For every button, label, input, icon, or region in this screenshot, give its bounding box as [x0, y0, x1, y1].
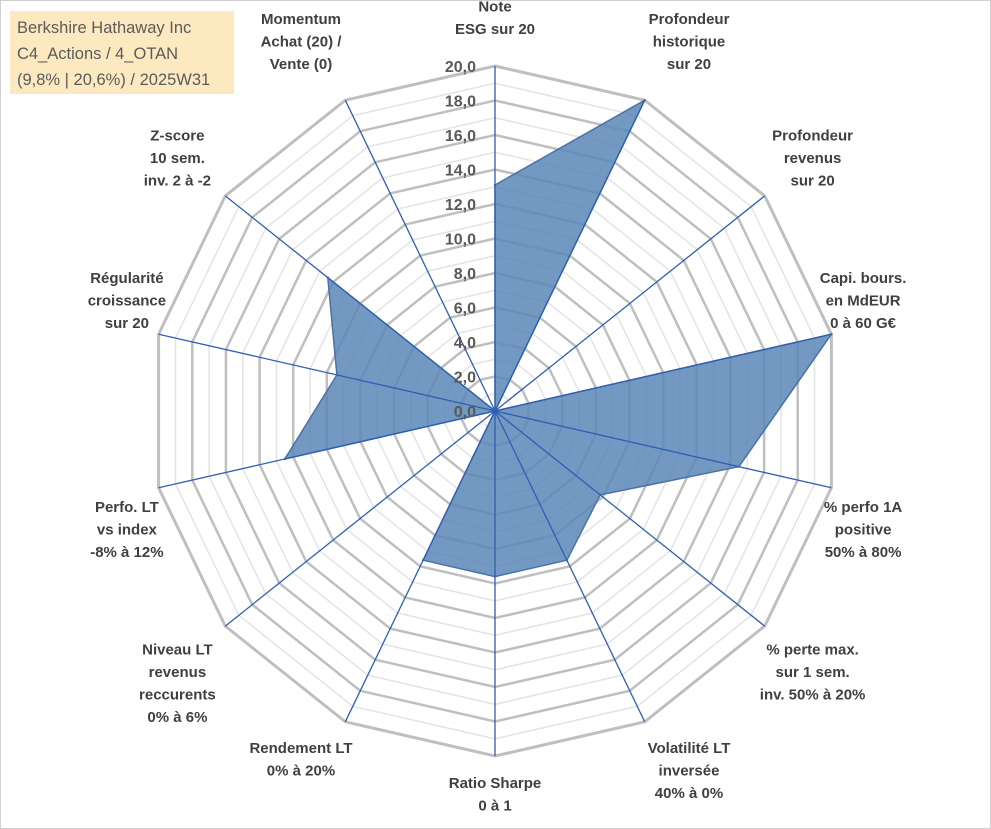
axis-label: Profondeur revenus sur 20	[772, 128, 853, 190]
spoke	[494, 410, 646, 723]
spoke	[494, 195, 766, 412]
axis-label-line: Vente (0)	[270, 56, 333, 73]
axis-label-line: Momentum	[261, 11, 341, 28]
axis-label-line: % perfo 1A	[824, 499, 903, 516]
tick-labels: 0,0 2,0 4,0 6,0 8,0 10,0 12,0 14,0 16,0 18,0 20,0	[445, 59, 476, 421]
axis-label-line: 50% à 80%	[825, 544, 902, 561]
axis-label-line: -8% à 12%	[90, 544, 163, 561]
axis-label-line: sur 20	[105, 315, 149, 332]
tick-label: 14,0	[445, 163, 476, 180]
axis-label-line: Niveau LT	[142, 641, 213, 658]
axis-label-line: inv. 2 à -2	[144, 173, 211, 190]
spoke	[494, 99, 646, 412]
axis-label: Note ESG sur 20	[455, 0, 535, 38]
tick-label: 20,0	[445, 59, 476, 76]
tick-label: 12,0	[445, 197, 476, 214]
axis-label-line: 0 à 60 G€	[830, 315, 897, 332]
tick-label: 10,0	[445, 232, 476, 249]
axis-label-line: reccurents	[139, 686, 216, 703]
axis-label-line: historique	[653, 34, 726, 51]
tick-label: 4,0	[454, 335, 476, 352]
axis-label-line: 0% à 6%	[147, 709, 207, 726]
axis-label-line: sur 1 sem.	[775, 664, 849, 681]
axis-label-line: croissance	[88, 293, 166, 310]
axis-label-line: positive	[835, 522, 892, 539]
axis-label-line: Profondeur	[649, 11, 730, 28]
spoke	[344, 410, 496, 723]
axis-label: Profondeur historique sur 20	[649, 11, 730, 73]
spoke	[224, 195, 496, 412]
axis-label: % perte max. sur 1 sem. inv. 50% à 20%	[760, 641, 866, 703]
axis-label-line: ESG sur 20	[455, 21, 535, 38]
axis-labels: Note ESG sur 20 Profondeur historique sur 20…	[88, 0, 907, 815]
axis-label-line: Rendement LT	[249, 740, 352, 757]
axis-label-line: vs index	[97, 522, 158, 539]
axis-label: Rendement LT 0% à 20%	[249, 740, 352, 780]
spoke	[158, 333, 496, 412]
tick-label: 2,0	[454, 370, 476, 387]
axis-label: Perfo. LT vs index -8% à 12%	[90, 499, 163, 561]
axis-label: % perfo 1A positive 50% à 80%	[824, 499, 903, 561]
axis-label-line: sur 20	[667, 56, 711, 73]
axis-label-line: Ratio Sharpe	[449, 775, 542, 792]
tick-label: 0,0	[454, 404, 476, 421]
axis-label: Z-score 10 sem. inv. 2 à -2	[144, 128, 211, 190]
spoke	[494, 410, 832, 489]
spoke	[344, 99, 496, 412]
tick-label: 16,0	[445, 128, 476, 145]
axis-label-line: 0% à 20%	[267, 762, 335, 779]
title-line-3: (9,8% | 20,6%) / 2025W31	[17, 71, 211, 89]
axis-label-line: revenus	[784, 150, 842, 167]
axis-label-line: % perte max.	[766, 641, 859, 658]
axis-label-line: sur 20	[790, 173, 834, 190]
axis-label: Régularité croissance sur 20	[88, 270, 166, 332]
axis-label-line: revenus	[149, 664, 207, 681]
spoke	[224, 410, 496, 627]
spoke	[494, 410, 766, 627]
axis-label-line: Perfo. LT	[95, 499, 159, 516]
spokes	[158, 66, 832, 756]
axis-label: Ratio Sharpe 0 à 1	[449, 775, 542, 815]
axis-label-line: Z-score	[150, 128, 204, 145]
axis-label-line: Volatilité LT	[648, 740, 731, 757]
title-line-2: C4_Actions / 4_OTAN	[17, 45, 179, 63]
axis-label-line: inv. 50% à 20%	[760, 686, 866, 703]
axis-label-line: 40% à 0%	[655, 785, 723, 802]
axis-label-line: Achat (20) /	[261, 34, 343, 51]
axis-label-line: 0 à 1	[478, 798, 511, 815]
axis-label-line: inversée	[659, 762, 720, 779]
axis-label: Niveau LT revenus reccurents 0% à 6%	[139, 641, 216, 726]
axis-label: Capi. bours. en MdEUR 0 à 60 G€	[820, 270, 907, 332]
axis-label: Volatilité LT inversée 40% à 0%	[648, 740, 731, 802]
tick-label: 6,0	[454, 301, 476, 318]
tick-label: 18,0	[445, 94, 476, 111]
spoke	[158, 410, 496, 489]
axis-label: Momentum Achat (20) / Vente (0)	[261, 11, 343, 73]
title-box: Berkshire Hathaway Inc C4_Actions / 4_OT…	[10, 11, 234, 94]
axis-label-line: Régularité	[90, 270, 163, 287]
axis-label-line: Capi. bours.	[820, 270, 907, 287]
axis-label-line: Profondeur	[772, 128, 853, 145]
tick-label: 8,0	[454, 266, 476, 283]
spoke	[494, 333, 832, 412]
title-line-1: Berkshire Hathaway Inc	[17, 19, 192, 37]
axis-label-line: 10 sem.	[150, 150, 205, 167]
axis-label-line: en MdEUR	[826, 293, 901, 310]
axis-label-line: Note	[478, 0, 511, 16]
